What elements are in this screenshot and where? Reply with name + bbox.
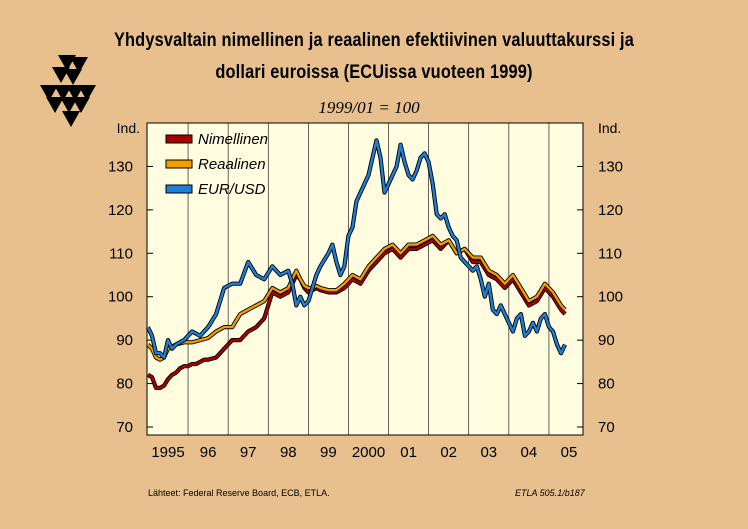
ytick-label-left: 90	[116, 332, 133, 349]
ytick-label-right: 130	[598, 158, 623, 175]
ytick-label-right: 70	[598, 419, 615, 436]
legend-label-eurusd: EUR/USD	[198, 181, 266, 198]
xtick-label: 1995	[151, 444, 184, 461]
legend-swatch-nimellinen	[165, 134, 193, 144]
legend-label-nimellinen: Nimellinen	[198, 131, 268, 148]
xtick-label: 96	[200, 444, 217, 461]
ylabel-left: Ind.	[117, 120, 140, 136]
etla-logo	[40, 55, 96, 127]
ytick-label-left: 110	[109, 245, 133, 262]
xtick-label: 03	[480, 444, 497, 461]
xtick-label: 99	[320, 444, 337, 461]
xtick-label: 01	[400, 444, 417, 461]
series-line-reaalinen	[147, 234, 566, 361]
ytick-label-left: 130	[108, 158, 133, 175]
legend-label-reaalinen: Reaalinen	[198, 156, 266, 173]
ytick-label-left: 120	[108, 202, 133, 219]
chart-title-line2: dollari euroissa (ECUissa vuoteen 1999)	[215, 62, 533, 83]
ytick-label-right: 90	[598, 332, 615, 349]
series-line-eurusd	[146, 139, 567, 359]
xtick-label: 97	[240, 444, 257, 461]
ytick-label-right: 110	[598, 245, 622, 262]
xtick-label: 98	[280, 444, 297, 461]
source-note: Lähteet: Federal Reserve Board, ECB, ETL…	[148, 488, 330, 498]
xtick-label: 04	[521, 444, 538, 461]
xtick-label: 05	[561, 444, 578, 461]
xtick-label: 2000	[352, 444, 385, 461]
ytick-label-right: 100	[598, 289, 623, 306]
legend-swatch-reaalinen	[165, 159, 193, 169]
ytick-label-left: 80	[116, 376, 133, 393]
xtick-label: 02	[440, 444, 457, 461]
chart-subtitle: 1999/01 = 100	[318, 98, 420, 117]
ytick-label-left: 100	[108, 289, 133, 306]
chart-code: ETLA 505.1/b187	[515, 488, 585, 498]
ytick-label-left: 70	[116, 419, 133, 436]
ytick-label-right: 120	[598, 202, 623, 219]
chart-title-line1: Yhdysvaltain nimellinen ja reaalinen efe…	[113, 30, 635, 51]
legend-swatch-eurusd	[165, 184, 193, 194]
ytick-label-right: 80	[598, 376, 615, 393]
ylabel-right: Ind.	[598, 120, 621, 136]
